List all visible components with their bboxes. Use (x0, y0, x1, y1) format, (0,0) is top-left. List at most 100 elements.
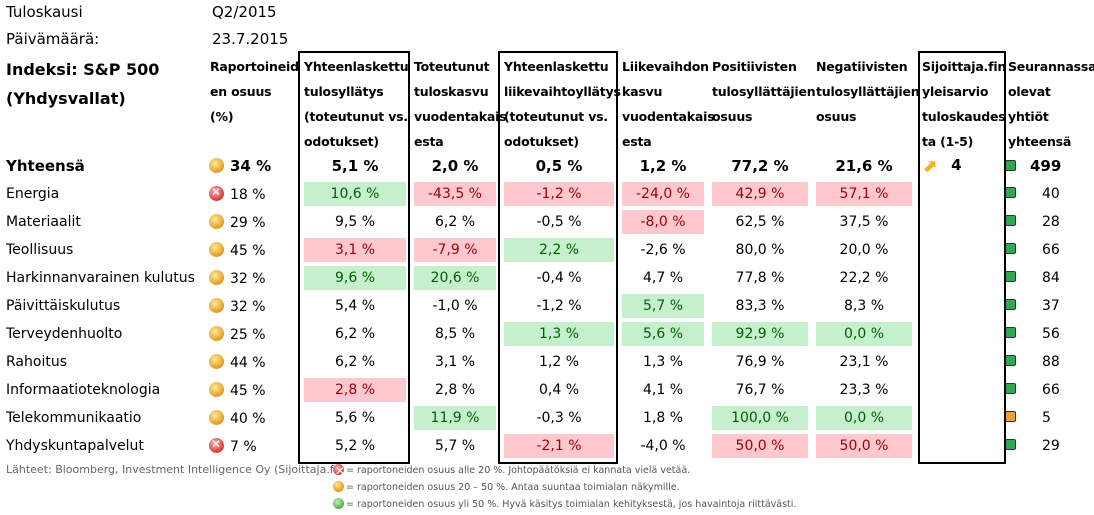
positive-cell: 92,9 % (708, 320, 812, 348)
source-note: Lähteet: Bloomberg, Investment Intellige… (6, 463, 342, 476)
total-eps-surprise: 5,1 % (331, 157, 379, 175)
rev-growth-cell: 1,3 % (642, 354, 684, 370)
companies-cell: 88 (1002, 348, 1094, 376)
header-eps-surprise: Yhteenlaskettu tulosyllätys (toteutunut … (304, 59, 409, 149)
rev-growth-cell: -2,6 % (640, 242, 686, 258)
green-ball-icon (333, 498, 344, 509)
total-rev-growth: 1,2 % (639, 157, 687, 175)
companies-cell: 29 (1002, 432, 1094, 460)
negative-cell: 0,0 % (812, 320, 916, 348)
eps-surprise-cell: 5,6 % (334, 410, 376, 426)
header-rev-growth: Liikevaihdon kasvu vuodentakais esta (622, 59, 715, 149)
total-name: Yhteensä (6, 157, 85, 175)
yellow-ball-icon (209, 241, 224, 257)
yellow-ball-icon (333, 481, 344, 492)
companies-cell: 84 (1002, 264, 1094, 292)
reported-share: 25 % (205, 320, 300, 348)
eps-growth-cell: -7,9 % (410, 236, 500, 264)
eps-surprise-cell: 5,4 % (334, 298, 376, 314)
companies-cell: 28 (1002, 208, 1094, 236)
sector-name: Informaatioteknologia (6, 382, 161, 398)
companies-cell: 5 (1002, 404, 1094, 432)
negative-cell: 8,3 % (843, 298, 885, 314)
negative-cell: 20,0 % (839, 242, 889, 258)
companies-cell: 37 (1002, 292, 1094, 320)
date-label: Päivämäärä: (6, 30, 100, 48)
table-row: Telekommunikaatio 40 % 5,6 % 11,9 % -0,3 % 1,… (0, 404, 1094, 432)
estimate-cell (916, 404, 1002, 432)
green-status-icon (1005, 271, 1016, 282)
rev-growth-cell: 5,7 % (618, 292, 708, 320)
legend-item: = raportoneiden osuus alle 20 %. Johtopä… (333, 462, 796, 480)
total-eps-growth: 2,0 % (431, 157, 479, 175)
red-ball-icon (333, 463, 345, 480)
red-ball-icon (209, 437, 224, 453)
eps-growth-cell: 2,8 % (434, 382, 476, 398)
eps-growth-cell: 20,6 % (410, 264, 500, 292)
header-rev-surprise: Yhteenlaskettu liikevaihtoyllätys (toteu… (504, 59, 621, 149)
reported-share: 44 % (205, 348, 300, 376)
companies-cell: 40 (1002, 180, 1094, 208)
header-companies: Seurannassa olevat yhtiöt yhteensä (1008, 59, 1094, 149)
green-status-icon (1005, 243, 1016, 254)
estimate-cell (916, 292, 1002, 320)
sector-name: Rahoitus (6, 354, 67, 370)
positive-cell: 80,0 % (735, 242, 785, 258)
header-positive: Positiivisten tulosyllättäjien osuus (712, 59, 816, 124)
rev-surprise-cell: 1,2 % (538, 354, 580, 370)
table-row: Materiaalit 29 % 9,5 % 6,2 % -0,5 % -8,0 % 62,… (0, 208, 1094, 236)
sector-name: Harkinnanvarainen kulutus (6, 270, 195, 286)
positive-cell: 42,9 % (708, 180, 812, 208)
reported-share: 45 % (205, 376, 300, 404)
rev-growth-cell: -24,0 % (618, 180, 708, 208)
estimate-cell (916, 180, 1002, 208)
estimate-cell (916, 348, 1002, 376)
rev-surprise-cell: -1,2 % (500, 180, 618, 208)
estimate-cell (916, 320, 1002, 348)
green-status-icon (1005, 215, 1016, 226)
total-reported: 34 % (205, 152, 300, 180)
red-ball-icon (209, 185, 224, 201)
reported-share: 40 % (205, 404, 300, 432)
date-value: 23.7.2015 (212, 30, 289, 48)
reported-share: 32 % (205, 292, 300, 320)
eps-surprise-cell: 9,5 % (334, 214, 376, 230)
arrow-up-right-icon: ⬈ (922, 155, 938, 177)
positive-cell: 62,5 % (735, 214, 785, 230)
rev-surprise-cell: 1,3 % (500, 320, 618, 348)
total-positive: 77,2 % (731, 157, 789, 175)
reported-share: 7 % (205, 432, 300, 460)
eps-surprise-cell: 6,2 % (334, 354, 376, 370)
table-row: Teollisuus 45 % 3,1 % -7,9 % 2,2 % -2,6 % 80,0… (0, 236, 1094, 264)
orange-status-icon (1005, 411, 1016, 422)
negative-cell: 50,0 % (812, 432, 916, 460)
period-label: Tuloskausi (6, 3, 83, 21)
rev-surprise-cell: -1,2 % (536, 298, 582, 314)
table-row: Rahoitus 44 % 6,2 % 3,1 % 1,2 % 1,3 % 76,9 % 23… (0, 348, 1094, 376)
green-status-icon (1005, 439, 1016, 450)
header-negative: Negatiivisten tulosyllättäjien osuus (816, 59, 920, 124)
positive-cell: 76,7 % (735, 382, 785, 398)
sector-name: Energia (6, 186, 60, 202)
legend-item: = raportoneiden osuus yli 50 %. Hyvä käs… (333, 496, 796, 513)
rev-surprise-cell: 2,2 % (500, 236, 618, 264)
total-row: Yhteensä 34 % 5,1 % 2,0 % 0,5 % 1,2 % 77… (0, 152, 1094, 180)
period-value: Q2/2015 (212, 3, 277, 21)
eps-surprise-cell: 6,2 % (334, 326, 376, 342)
positive-cell: 100,0 % (708, 404, 812, 432)
rev-surprise-cell: -0,5 % (536, 214, 582, 230)
rev-growth-cell: -4,0 % (640, 438, 686, 454)
estimate-cell (916, 432, 1002, 460)
eps-growth-cell: -43,5 % (410, 180, 500, 208)
sector-table: Yhteensä 34 % 5,1 % 2,0 % 0,5 % 1,2 % 77… (0, 152, 1094, 460)
sector-name: Telekommunikaatio (6, 410, 142, 426)
rev-growth-cell: 4,1 % (642, 382, 684, 398)
green-status-icon (1005, 160, 1016, 171)
rev-surprise-cell: -2,1 % (500, 432, 618, 460)
rev-growth-cell: 1,8 % (642, 410, 684, 426)
table-row: Yhdyskuntapalvelut 7 % 5,2 % 5,7 % -2,1 % -4,… (0, 432, 1094, 460)
yellow-ball-icon (209, 297, 224, 313)
yellow-ball-icon (209, 213, 224, 229)
estimate-cell (916, 236, 1002, 264)
green-status-icon (1005, 187, 1016, 198)
